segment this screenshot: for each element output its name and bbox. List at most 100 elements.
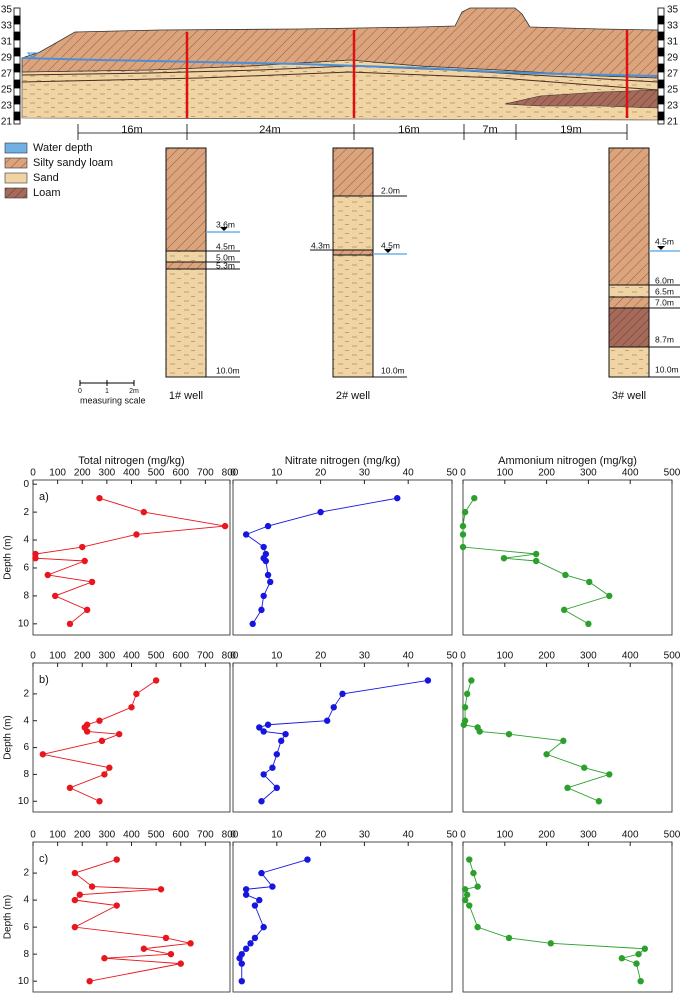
x-tick-label: 400 (622, 830, 639, 841)
data-point (152, 677, 160, 684)
x-tick-label: 300 (99, 830, 116, 841)
data-point (264, 721, 272, 728)
y-tick-label: 8 (23, 591, 29, 602)
panel-label: a) (39, 491, 49, 503)
data-point (273, 751, 280, 758)
data-point (461, 896, 469, 904)
well-name: 1# well (169, 390, 203, 402)
data-point (466, 856, 473, 863)
data-point (505, 730, 513, 738)
data-point (633, 960, 640, 967)
panel-label: c) (39, 853, 48, 865)
data-point (113, 902, 120, 909)
depth-label: 4.3m (311, 240, 330, 250)
elevation-label: 29 (667, 53, 679, 64)
legend-label: Water depth (33, 142, 93, 154)
data-point (543, 751, 550, 758)
plot-frame (32, 841, 231, 993)
data-point (106, 764, 113, 771)
x-tick-label: 200 (74, 651, 91, 662)
data-point (242, 945, 250, 952)
plot-frame (232, 841, 453, 993)
cross-section (13, 7, 665, 140)
depth-label: 10.0m (655, 364, 679, 374)
data-point (273, 784, 280, 792)
x-tick-label: 600 (172, 830, 189, 841)
data-point (585, 620, 592, 628)
data-point (71, 896, 79, 904)
data-point (81, 557, 88, 565)
x-tick-label: 600 (172, 651, 189, 662)
elevation-label: 31 (1, 37, 13, 48)
data-point (459, 522, 467, 530)
data-point (466, 902, 473, 909)
x-tick-label: 300 (580, 468, 597, 479)
x-tick-label: 0 (30, 468, 36, 479)
data-point (260, 728, 267, 735)
depth-label: 4.5m (216, 241, 235, 251)
data-point (330, 704, 337, 711)
data-point (140, 945, 148, 952)
depth-label: 10.0m (381, 365, 405, 375)
profile-line (464, 859, 646, 982)
data-point (460, 721, 468, 728)
x-tick-label: 30 (359, 651, 371, 662)
x-tick-label: 0 (460, 468, 466, 479)
elevation-label: 25 (667, 85, 679, 96)
distance-label: 7m (482, 124, 497, 136)
data-point (581, 764, 588, 771)
x-tick-label: 100 (49, 468, 66, 479)
data-point (606, 592, 613, 600)
data-point (44, 571, 51, 579)
depth-label: 4.5m (655, 236, 674, 246)
data-point (260, 592, 267, 600)
data-point (641, 945, 649, 952)
data-point (242, 886, 250, 893)
water-line (21, 57, 659, 77)
data-point (461, 886, 469, 893)
data-point (260, 543, 267, 551)
data-point (264, 522, 272, 530)
elevation-label: 33 (1, 21, 13, 32)
data-point (133, 531, 140, 538)
elevation-label: 21 (1, 117, 13, 128)
x-tick-label: 200 (74, 468, 91, 479)
plot-frame (232, 662, 453, 813)
silt-layer (21, 7, 659, 79)
y-tick-label: 10 (18, 976, 30, 987)
data-point (88, 578, 96, 586)
plot-frame (232, 479, 453, 636)
plot-frame (32, 479, 231, 636)
depth-label: 7.0m (655, 297, 674, 307)
data-point (474, 883, 481, 890)
data-point (562, 571, 569, 579)
x-tick-label: 200 (538, 468, 555, 479)
water-symbol (26, 52, 40, 59)
x-tick-label: 40 (403, 651, 415, 662)
data-point (251, 934, 259, 942)
depth-label: 5.0m (216, 252, 235, 262)
data-point (635, 950, 642, 958)
depth-label: 6.0m (655, 275, 674, 285)
data-point (247, 940, 254, 947)
data-point (470, 869, 477, 877)
elevation-label: 31 (667, 37, 679, 48)
plot-frame (32, 662, 231, 813)
elevation-label: 29 (1, 53, 13, 64)
depth-label: 5.3m (216, 260, 235, 270)
y-tick-label: 8 (23, 769, 29, 780)
x-tick-label: 700 (197, 830, 214, 841)
data-point (133, 690, 140, 698)
data-point (260, 923, 267, 931)
x-tick-label: 400 (123, 468, 140, 479)
profile-line (73, 859, 191, 982)
y-tick-label: 6 (23, 563, 29, 574)
well-name: 3# well (612, 390, 646, 402)
data-point (304, 856, 311, 863)
x-tick-label: 500 (148, 468, 165, 479)
data-point (476, 728, 483, 735)
data-point (463, 690, 471, 698)
dimension-lines (77, 124, 628, 140)
data-point (463, 891, 471, 898)
x-tick-label: 100 (49, 830, 66, 841)
